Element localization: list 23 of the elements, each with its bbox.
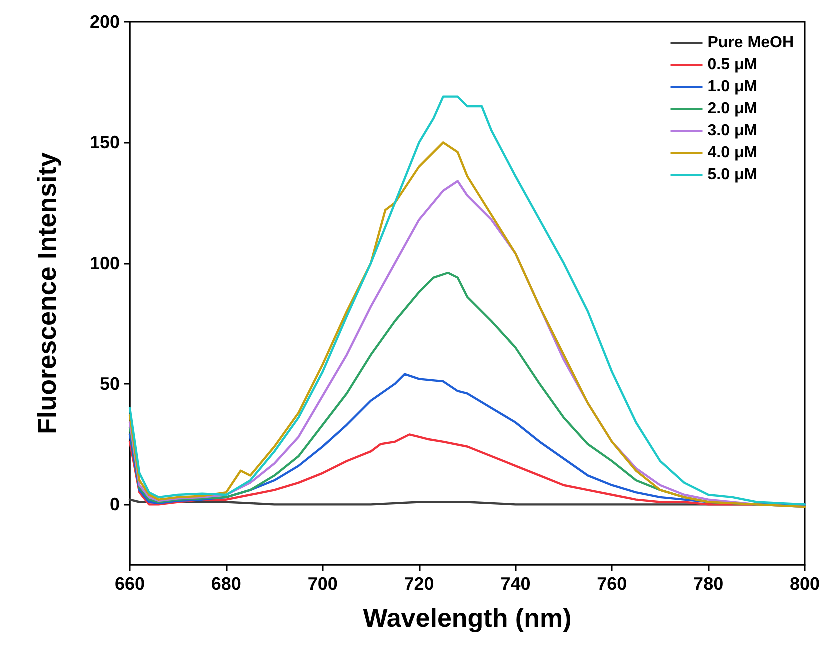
x-tick-label: 740	[500, 574, 531, 594]
x-tick-label: 660	[114, 574, 146, 594]
y-tick-label: 50	[100, 374, 120, 394]
x-tick-label: 780	[694, 574, 724, 594]
x-axis-title: Wavelength (nm)	[363, 603, 572, 633]
x-tick-label: 700	[308, 574, 338, 594]
legend-label: 2.0 μM	[708, 100, 758, 118]
legend-label: 5.0 μM	[708, 166, 758, 184]
y-tick-label: 150	[90, 132, 120, 153]
y-axis-title: Fluorescence Intensity	[32, 152, 62, 434]
x-tick-label: 800	[790, 574, 820, 594]
x-tick-label: 760	[597, 574, 628, 594]
x-tick-label: 720	[404, 574, 434, 594]
legend-label: 4.0 μM	[708, 144, 758, 162]
y-tick-label: 100	[90, 253, 120, 274]
line-series	[128, 373, 806, 506]
y-tick-label: 0	[110, 494, 120, 515]
legend-label: 3.0 μM	[708, 122, 758, 140]
x-tick-label: 680	[211, 574, 242, 594]
legend-label: 1.0 μM	[708, 78, 758, 96]
legend-label: Pure MeOH	[708, 34, 794, 52]
y-tick-label: 200	[90, 12, 120, 32]
legend-label: 0.5 μM	[708, 56, 758, 74]
